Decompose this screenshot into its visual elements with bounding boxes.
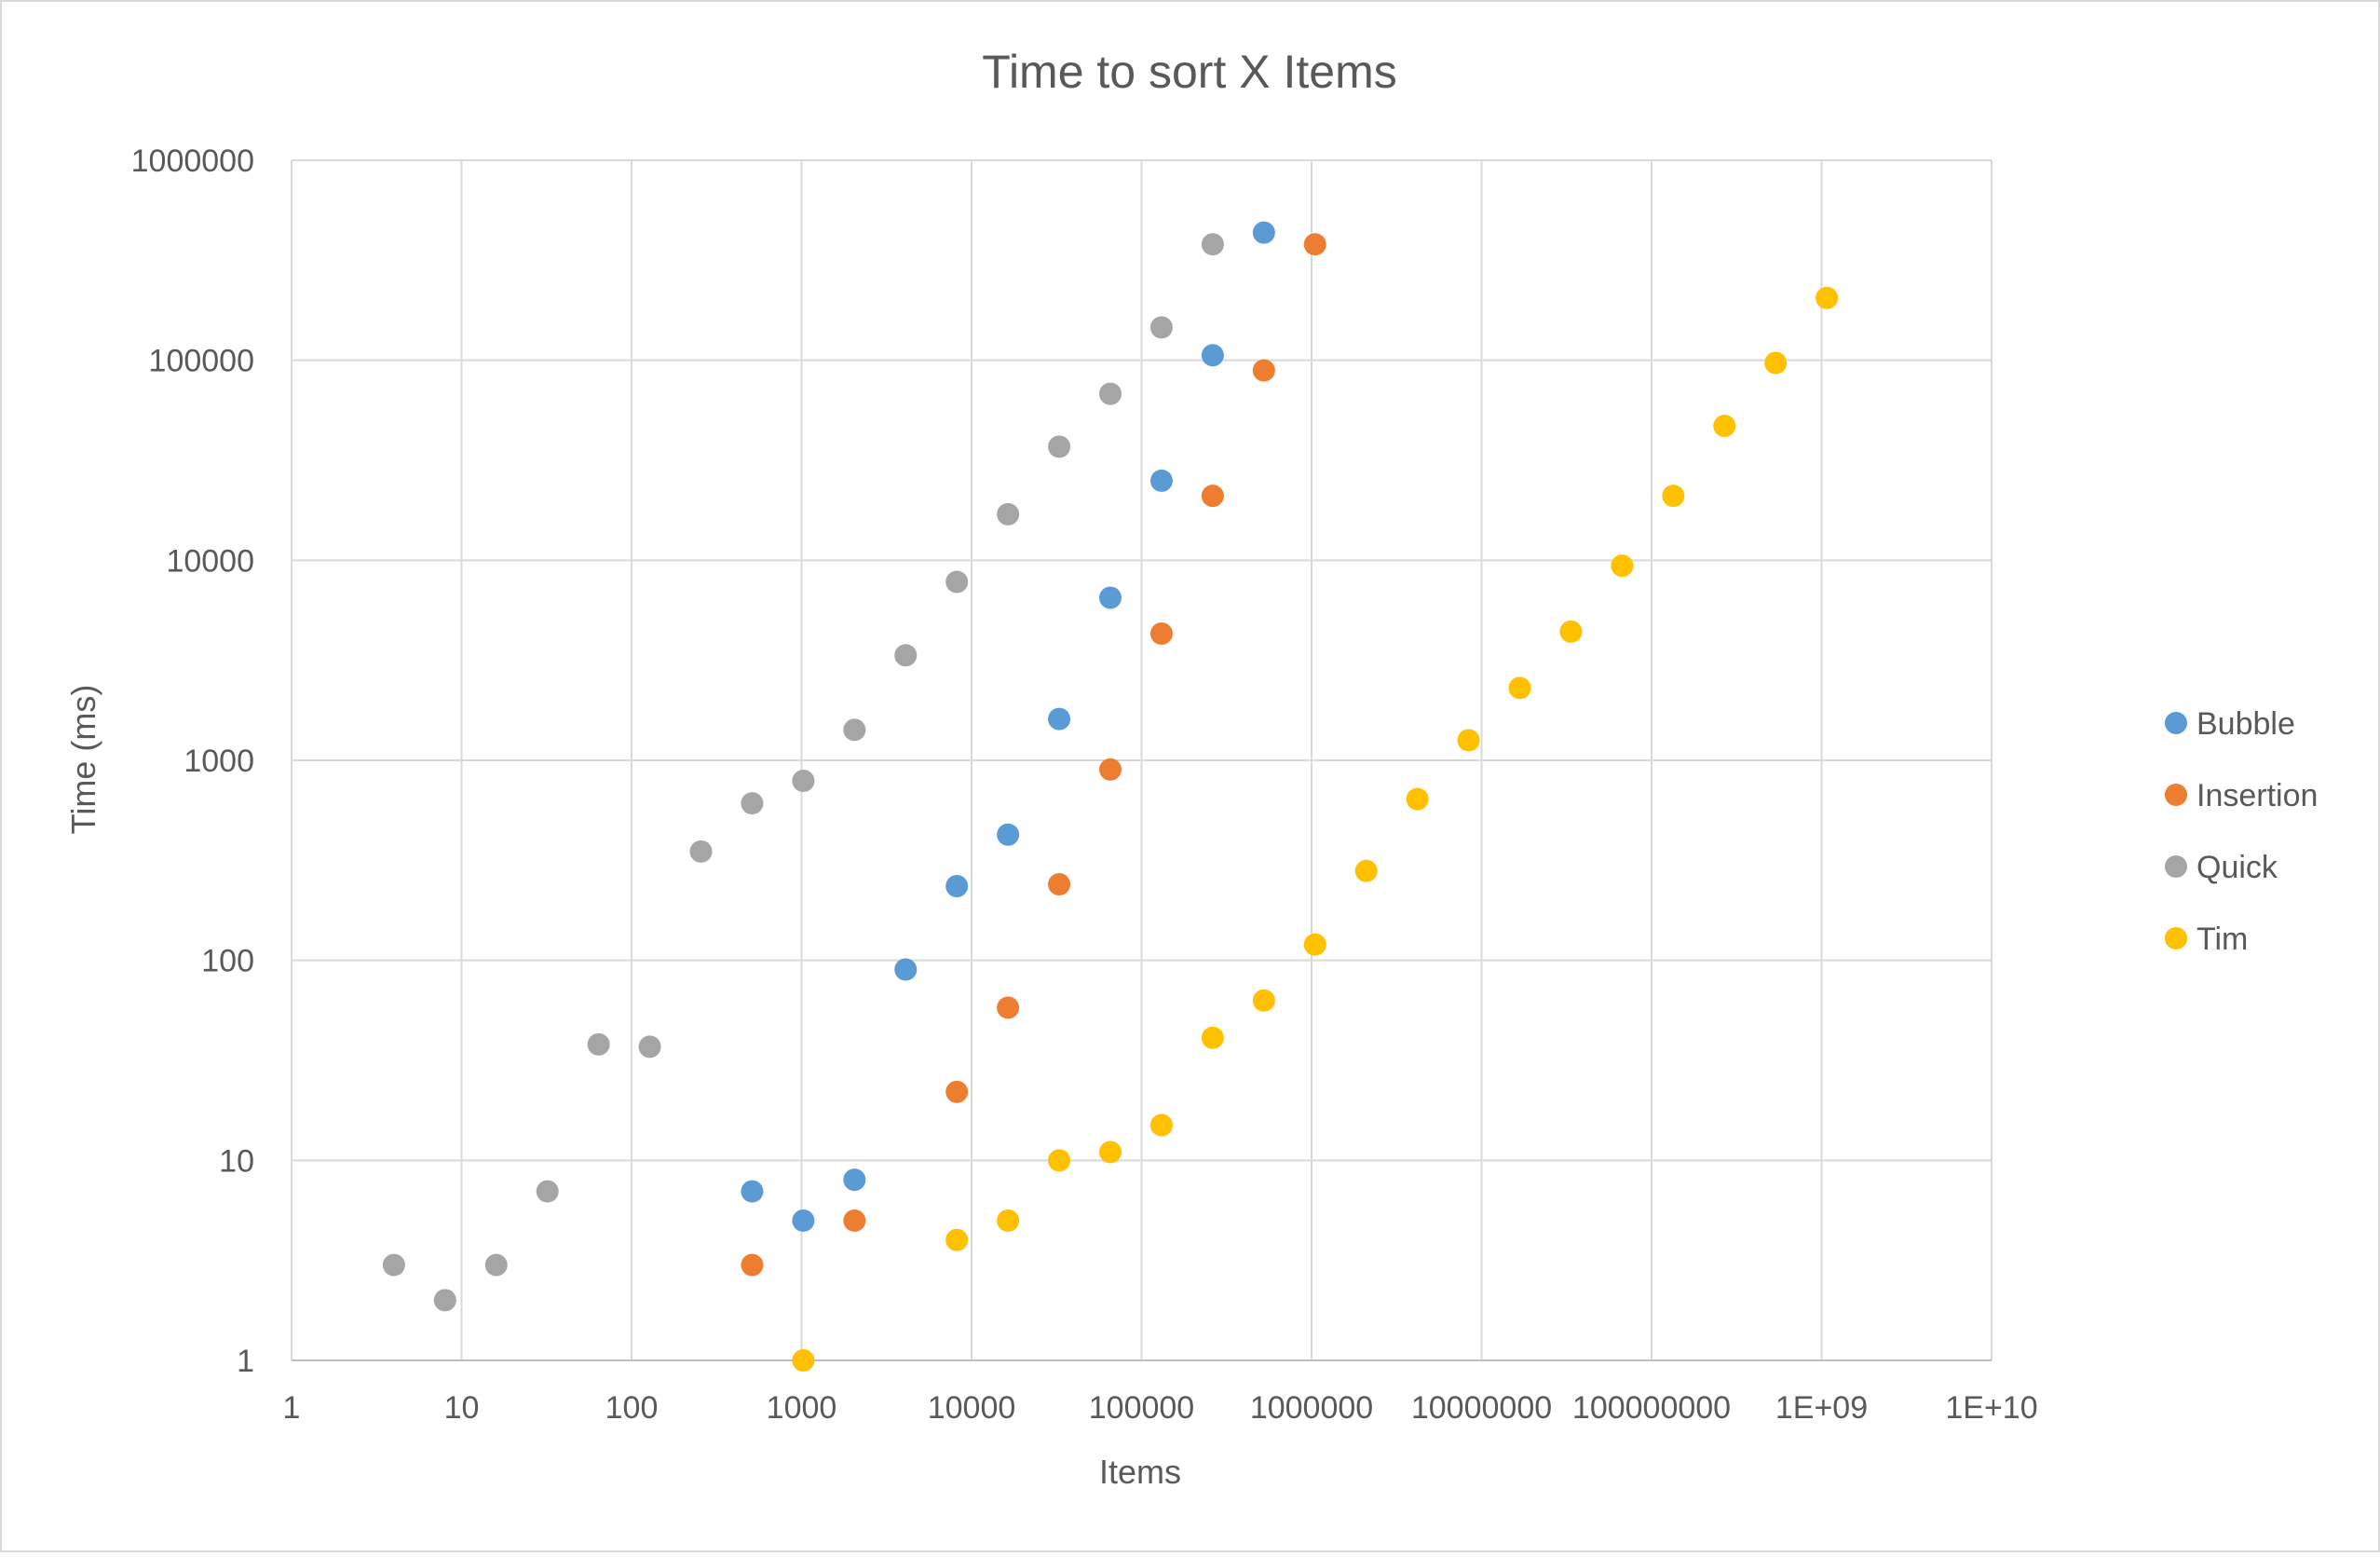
grid <box>291 159 1992 1361</box>
legend-label-tim: Tim <box>2196 922 2248 957</box>
x-tick-label: 100000000 <box>1572 1390 1731 1426</box>
point-quick <box>1048 435 1071 458</box>
point-bubble <box>1149 469 1173 492</box>
x-tick-label: 10 <box>444 1390 480 1426</box>
point-tim <box>1559 620 1583 643</box>
point-quick <box>1201 233 1224 256</box>
x-tick-label: 10000000 <box>1411 1390 1552 1426</box>
point-quick <box>1099 382 1122 405</box>
y-tick-label: 100000 <box>149 344 254 379</box>
point-tim <box>1099 1140 1122 1164</box>
legend-marker-insertion <box>2165 784 2187 806</box>
point-quick <box>638 1035 661 1058</box>
point-bubble <box>945 875 969 898</box>
point-tim <box>1252 989 1275 1012</box>
chart-title: Time to sort X Items <box>982 46 1396 98</box>
y-axis-label: Time (ms) <box>64 685 102 835</box>
point-quick <box>484 1253 508 1277</box>
point-insertion <box>1149 622 1173 646</box>
x-tick-label: 10000 <box>928 1390 1016 1426</box>
point-insertion <box>997 996 1020 1019</box>
point-bubble <box>1099 586 1122 609</box>
point-bubble <box>792 1209 815 1232</box>
point-quick <box>997 502 1020 526</box>
point-tim <box>1816 286 1839 309</box>
legend-label-insertion: Insertion <box>2196 778 2318 813</box>
point-insertion <box>945 1080 969 1103</box>
point-tim <box>1406 787 1429 811</box>
point-tim <box>792 1349 815 1372</box>
point-quick <box>689 840 713 863</box>
x-tick-label: 100000 <box>1089 1390 1194 1426</box>
point-quick <box>945 570 969 594</box>
y-tick-label: 10 <box>219 1143 254 1179</box>
x-tick-label: 1000 <box>767 1390 837 1426</box>
point-quick <box>382 1253 405 1277</box>
point-tim <box>1764 351 1788 375</box>
point-tim <box>1457 729 1480 752</box>
point-insertion <box>1201 485 1224 508</box>
legend-marker-tim <box>2165 927 2187 949</box>
x-tick-label: 1E+10 <box>1945 1390 2037 1426</box>
point-bubble <box>843 1168 866 1192</box>
point-insertion <box>1048 873 1071 896</box>
point-insertion <box>1099 758 1122 781</box>
point-quick <box>894 644 918 667</box>
point-tim <box>1201 1026 1224 1049</box>
y-tick-label: 1000 <box>184 744 254 779</box>
x-tick-label: 100 <box>605 1390 659 1426</box>
point-tim <box>1508 676 1531 700</box>
point-tim <box>945 1228 969 1251</box>
x-tick-label: 1000000 <box>1250 1390 1373 1426</box>
point-insertion <box>741 1253 764 1277</box>
point-insertion <box>1303 233 1326 256</box>
x-tick-label: 1 <box>283 1390 301 1426</box>
y-tick-label: 1000000 <box>131 143 254 179</box>
x-axis-label: Items <box>1099 1453 1181 1491</box>
point-quick <box>1149 316 1173 339</box>
data-points <box>382 221 1839 1372</box>
point-tim <box>1303 933 1326 956</box>
point-tim <box>1149 1113 1173 1137</box>
point-tim <box>1611 554 1634 578</box>
point-bubble <box>741 1180 764 1203</box>
legend-marker-bubble <box>2165 712 2187 734</box>
point-bubble <box>1048 707 1071 731</box>
legend-marker-quick <box>2165 855 2187 878</box>
point-bubble <box>997 823 1020 846</box>
point-insertion <box>1252 359 1275 382</box>
point-tim <box>1048 1149 1071 1172</box>
point-quick <box>792 769 815 792</box>
point-bubble <box>1252 221 1275 244</box>
point-tim <box>1713 415 1736 438</box>
point-bubble <box>1201 344 1224 367</box>
y-tick-label: 1 <box>237 1344 254 1379</box>
y-tick-label: 10000 <box>166 543 254 579</box>
point-bubble <box>894 958 918 981</box>
point-quick <box>843 718 866 742</box>
point-tim <box>997 1209 1020 1232</box>
point-quick <box>587 1032 610 1056</box>
y-tick-label: 100 <box>201 944 254 979</box>
point-insertion <box>843 1209 866 1232</box>
axis-tick-labels: 1 10 100 1000 10000 100000 1000000 10000000 1000… <box>131 143 2038 1426</box>
point-tim <box>1354 859 1378 882</box>
x-tick-label: 1E+09 <box>1775 1390 1868 1426</box>
legend: Bubble Insertion Quick Tim <box>2165 706 2318 957</box>
point-quick <box>536 1180 559 1203</box>
legend-label-bubble: Bubble <box>2196 706 2295 742</box>
point-quick <box>741 792 764 815</box>
point-tim <box>1662 485 1685 508</box>
legend-label-quick: Quick <box>2196 850 2278 885</box>
point-quick <box>433 1289 456 1312</box>
